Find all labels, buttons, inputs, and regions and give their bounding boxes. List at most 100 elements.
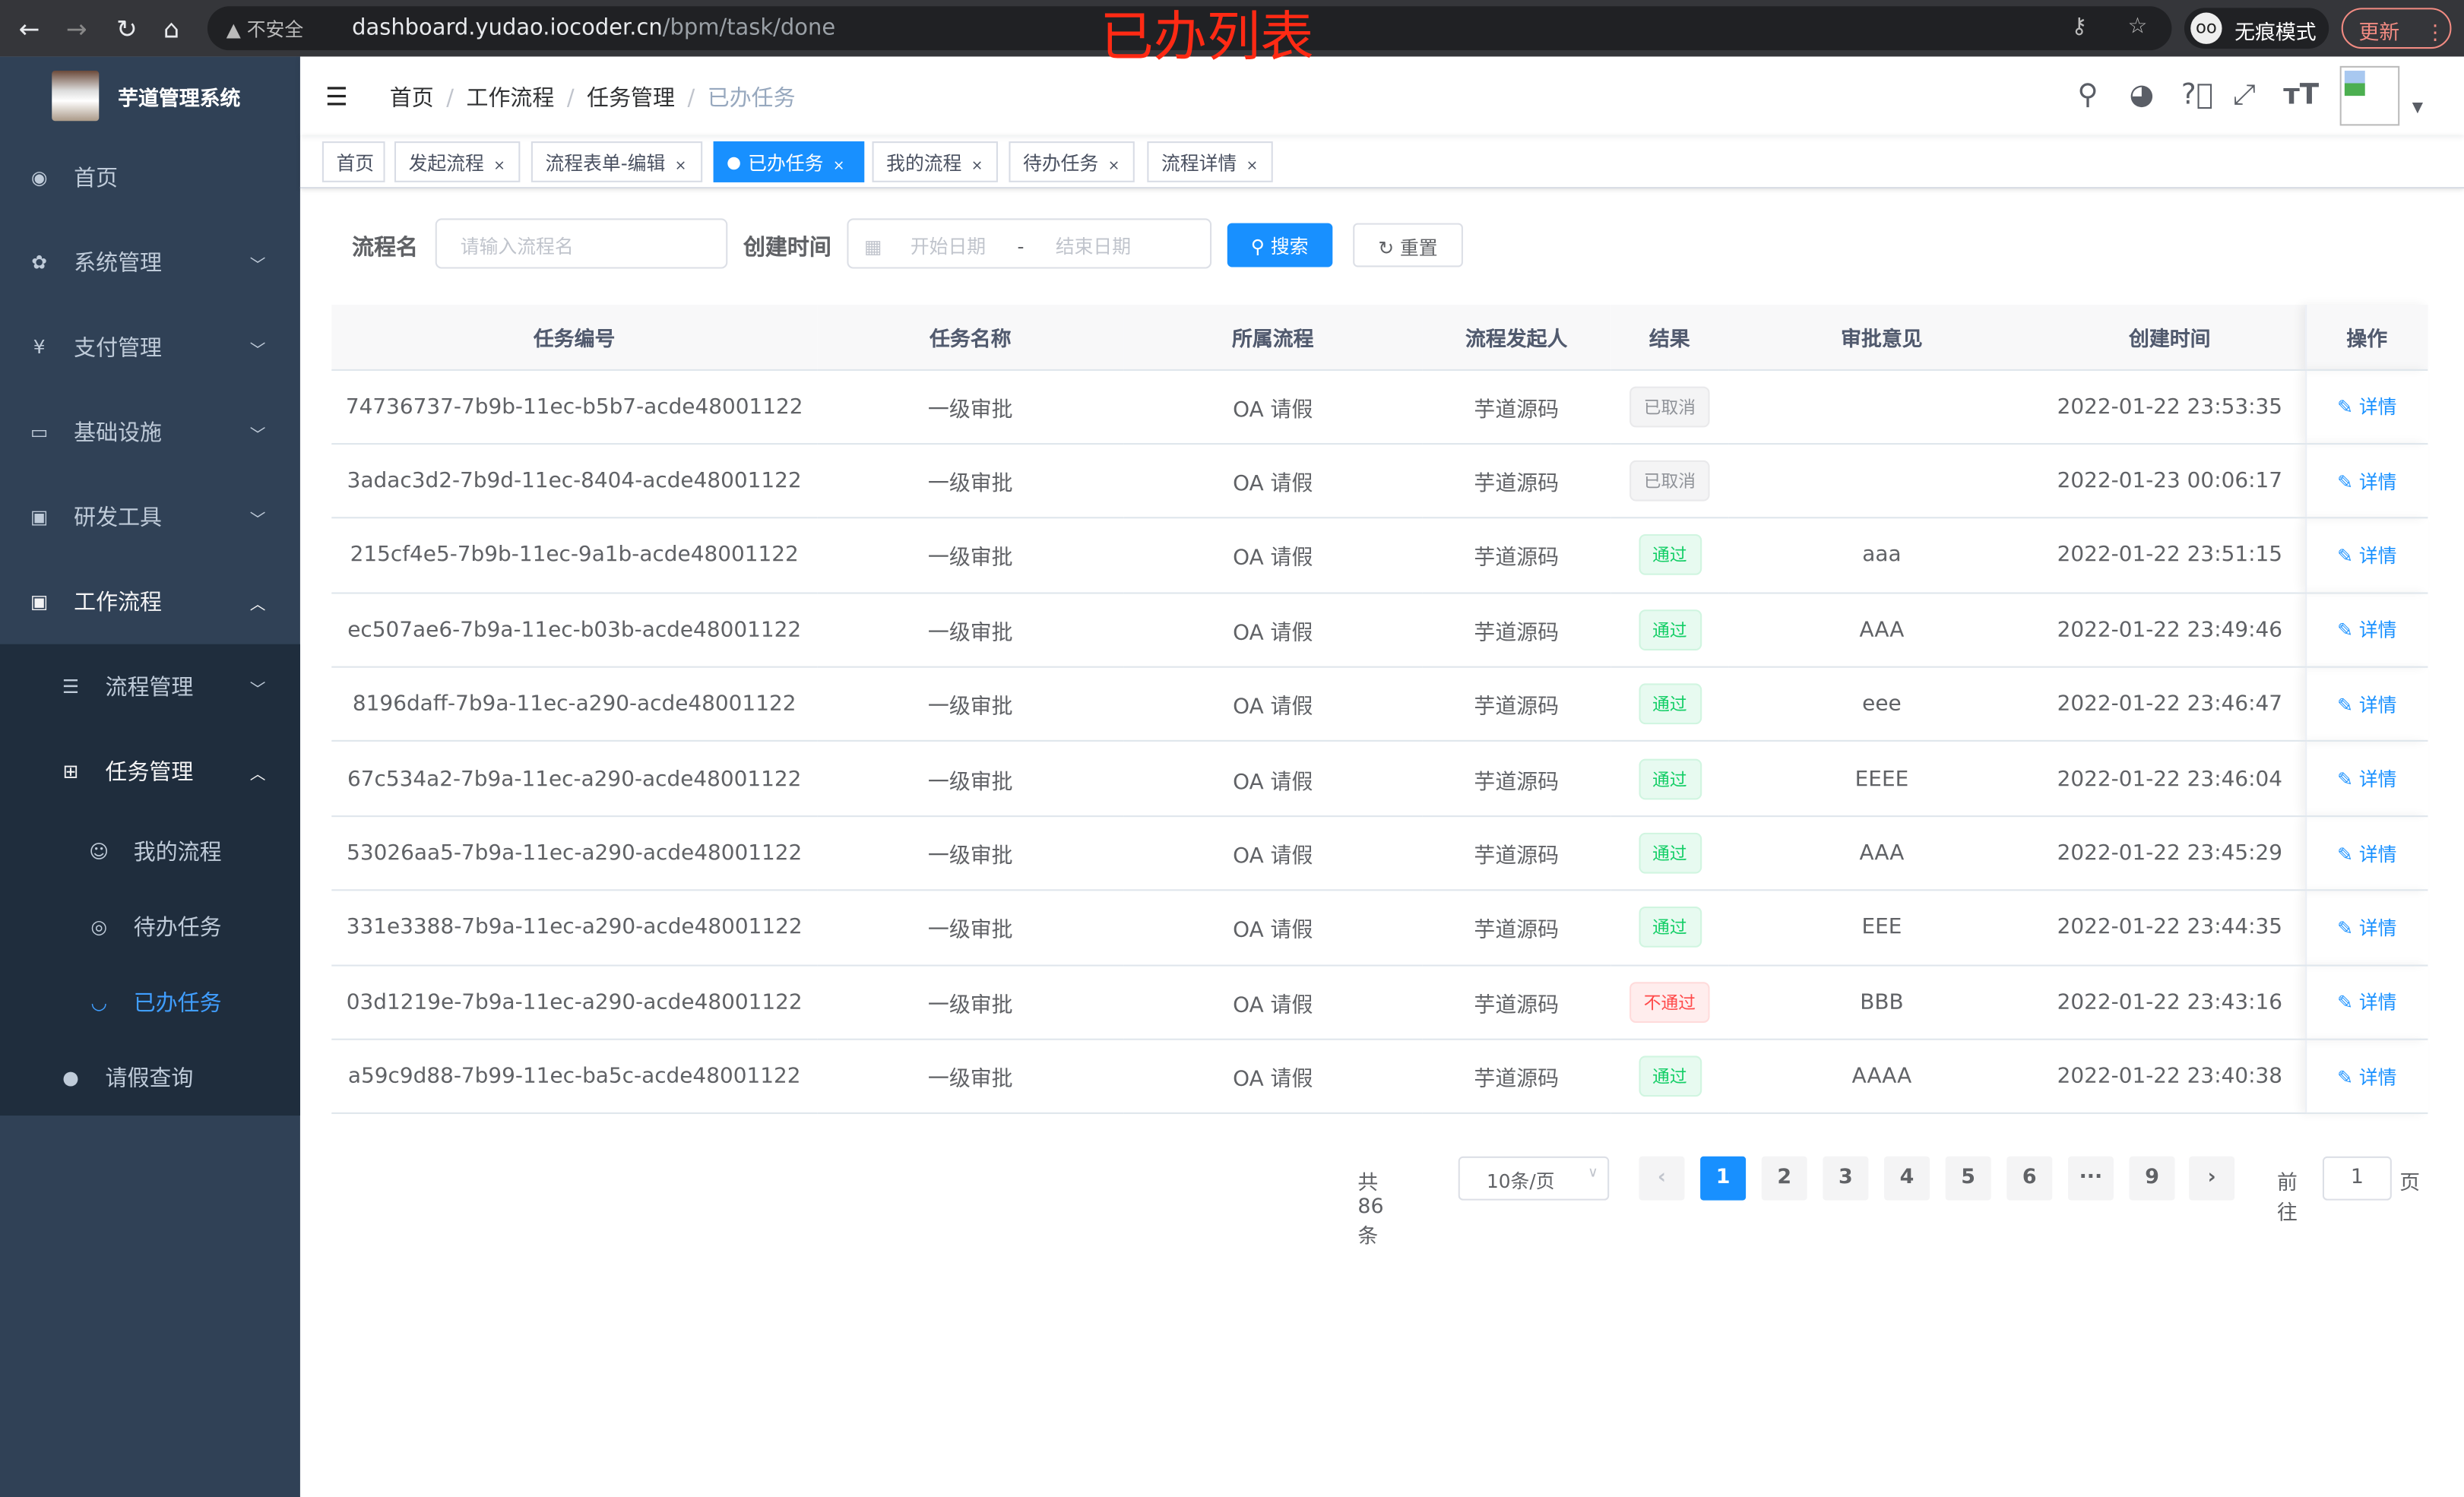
table-cell: AAAA (1728, 1039, 2035, 1115)
sidebar-item-home[interactable]: ◉ 首页 (0, 135, 300, 220)
address-bar[interactable]: ▲ 不安全 dashboard.yudao.iocoder.cn/bpm/tas… (207, 6, 2172, 51)
sidebar-item-tool[interactable]: ▣ 研发工具 ﹀ (0, 474, 300, 559)
table-cell: ✎ 详情 (2304, 666, 2428, 742)
sidebar-item-pay[interactable]: ¥ 支付管理 ﹀ (0, 305, 300, 390)
table-cell: BBB (1728, 964, 2035, 1040)
detail-button[interactable]: ✎ 详情 (2337, 694, 2396, 716)
prev-page-button[interactable]: ‹ (1639, 1156, 1685, 1201)
column-header: 创建时间 (2035, 305, 2306, 370)
tag-2[interactable]: 流程表单-编辑 × (530, 141, 703, 182)
close-icon[interactable]: × (493, 158, 505, 175)
detail-label: 详情 (2358, 992, 2397, 1014)
tag-3[interactable]: 已办任务 × (713, 141, 865, 182)
search-button[interactable]: ⚲ 搜索 (1227, 223, 1332, 267)
close-icon[interactable]: × (1107, 158, 1120, 175)
breadcrumb-item[interactable]: 任务管理 (587, 86, 675, 112)
back-icon[interactable]: ← (18, 14, 40, 44)
sidebar-item-leave[interactable]: ● 请假查询 (0, 1040, 300, 1116)
close-icon[interactable]: × (674, 158, 687, 175)
breadcrumb-item[interactable]: 工作流程 (466, 86, 555, 112)
table-cell: 2022-01-22 23:43:16 (2035, 964, 2306, 1040)
sidebar-logo[interactable]: 芋道管理系统 (0, 56, 300, 135)
page-button[interactable]: 5 (1945, 1156, 1991, 1201)
table-row: 215cf4e5-7b9b-11ec-9a1b-acde48001122 一级审批… (331, 517, 2428, 593)
result-badge: 通过 (1638, 683, 1702, 725)
close-icon[interactable]: × (832, 158, 845, 175)
reload-icon[interactable]: ↻ (116, 14, 138, 44)
list-icon: ☰ (62, 676, 80, 698)
forward-icon[interactable]: → (65, 14, 87, 44)
edit-icon: ✎ (2337, 843, 2359, 866)
key-icon[interactable]: ⚷ (2071, 14, 2088, 40)
page-button[interactable]: 9 (2129, 1156, 2175, 1201)
goto-page-input[interactable]: 1 (2322, 1156, 2392, 1201)
page-button[interactable]: 6 (2006, 1156, 2053, 1201)
sidebar-item-system[interactable]: ✿ 系统管理 ﹀ (0, 220, 300, 305)
table-row: 74736737-7b9b-11ec-b5b7-acde48001122 一级审批… (331, 369, 2428, 445)
incognito-badge[interactable]: oo 无痕模式 (2184, 8, 2329, 49)
search-icon[interactable]: ⚲ (2077, 78, 2098, 112)
sidebar-item-label: 研发工具 (74, 505, 162, 531)
detail-button[interactable]: ✎ 详情 (2337, 917, 2396, 939)
page-button[interactable]: 4 (1884, 1156, 1930, 1201)
sidebar-item-infra[interactable]: ▭ 基础设施 ﹀ (0, 390, 300, 475)
tag-6[interactable]: 流程详情 × (1147, 141, 1273, 182)
update-button[interactable]: 更新 ⋮ (2341, 8, 2452, 49)
caret-down-icon[interactable]: ▼ (2412, 100, 2424, 117)
detail-button[interactable]: ✎ 详情 (2337, 619, 2396, 641)
sidebar-item-label: 请假查询 (105, 1066, 194, 1092)
detail-button[interactable]: ✎ 详情 (2337, 470, 2396, 492)
edit-icon: ✎ (2337, 619, 2359, 642)
table-cell: 一级审批 (817, 964, 1124, 1040)
tag-5[interactable]: 待办任务 × (1009, 141, 1135, 182)
detail-button[interactable]: ✎ 详情 (2337, 1066, 2396, 1088)
page-size-select[interactable]: 10条/页 ∨ (1458, 1156, 1610, 1201)
breadcrumb-item[interactable]: 首页 (389, 86, 434, 112)
sidebar-item-label: 基础设施 (74, 421, 162, 447)
table-cell: ✎ 详情 (2304, 890, 2428, 966)
next-page-button[interactable]: › (2189, 1156, 2235, 1201)
page-button[interactable]: ··· (2067, 1156, 2114, 1201)
table-cell: 03d1219e-7b9a-11ec-a290-acde48001122 (331, 964, 818, 1040)
sidebar-item-bpm[interactable]: ▣ 工作流程 ︿ (0, 559, 300, 644)
fullscreen-icon[interactable]: ⤢ (2233, 78, 2256, 112)
home-icon[interactable]: ⌂ (163, 14, 180, 44)
detail-button[interactable]: ✎ 详情 (2337, 545, 2396, 567)
table-cell: 331e3388-7b9a-11ec-a290-acde48001122 (331, 890, 818, 966)
process-name-input[interactable]: 请输入流程名 (435, 218, 728, 269)
sidebar-item-process-manage[interactable]: ☰ 流程管理 ﹀ (0, 644, 300, 730)
table-cell: ✎ 详情 (2304, 1039, 2428, 1115)
page-button[interactable]: 1 (1700, 1156, 1747, 1201)
star-icon[interactable]: ☆ (2127, 14, 2148, 40)
reset-button[interactable]: ↻ 重置 (1353, 223, 1463, 267)
table-cell: 芋道源码 (1422, 964, 1611, 1040)
github-icon[interactable]: ◕ (2129, 78, 2155, 112)
sidebar-item-label: 待办任务 (133, 916, 222, 942)
close-icon[interactable]: × (971, 158, 983, 175)
hamburger-icon[interactable]: ☰ (325, 81, 348, 112)
detail-button[interactable]: ✎ 详情 (2337, 843, 2396, 865)
help-icon[interactable]: ?⃝ (2181, 78, 2213, 112)
font-size-icon[interactable]: тT (2283, 78, 2320, 112)
breadcrumb: 首页 / 工作流程 / 任务管理 / 已办任务 (389, 86, 796, 112)
tag-1[interactable]: 发起流程 × (394, 141, 521, 182)
detail-button[interactable]: ✎ 详情 (2337, 768, 2396, 790)
page-button[interactable]: 2 (1761, 1156, 1807, 1201)
detail-button[interactable]: ✎ 详情 (2337, 396, 2396, 418)
page-button[interactable]: 3 (1823, 1156, 1869, 1201)
create-time-label: 创建时间 (743, 236, 831, 261)
tag-4[interactable]: 我的流程 × (872, 141, 998, 182)
sidebar-item-done[interactable]: ◡ 已办任务 (0, 965, 300, 1040)
tag-0[interactable]: 首页 (321, 141, 385, 182)
sidebar-item-label: 系统管理 (74, 251, 162, 277)
table-cell: 一级审批 (817, 443, 1124, 519)
date-range-picker[interactable]: ▦ 开始日期 - 结束日期 (847, 218, 1212, 269)
table-cell: 215cf4e5-7b9b-11ec-9a1b-acde48001122 (331, 517, 818, 593)
sidebar-item-todo[interactable]: ◎ 待办任务 (0, 889, 300, 964)
close-icon[interactable]: × (1246, 158, 1259, 175)
sidebar-item-task-manage[interactable]: ⊞ 任务管理 ︿ (0, 729, 300, 814)
url[interactable]: dashboard.yudao.iocoder.cn/bpm/task/done (352, 16, 835, 41)
sidebar-item-my-process[interactable]: ☺ 我的流程 (0, 814, 300, 889)
detail-button[interactable]: ✎ 详情 (2337, 992, 2396, 1014)
avatar[interactable] (2339, 65, 2400, 126)
